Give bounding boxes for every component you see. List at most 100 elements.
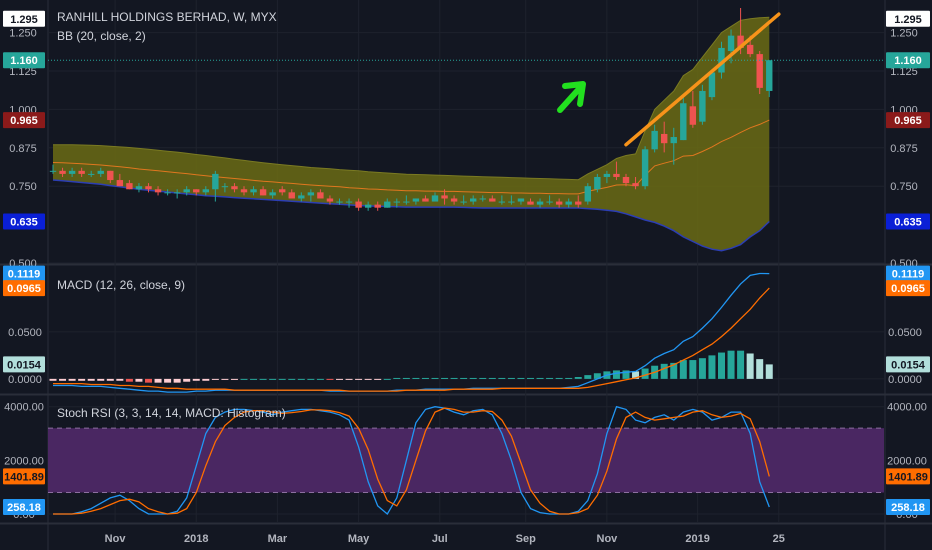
bb-lower-tag-text: 0.635	[894, 217, 922, 229]
candle-body	[470, 198, 477, 202]
candle-body	[135, 186, 143, 190]
macd-histogram-bar	[135, 378, 143, 382]
candle-body	[307, 192, 315, 196]
candle-body	[756, 54, 763, 88]
candle-body	[59, 170, 66, 174]
macd-histogram-bar	[297, 378, 305, 380]
stoch-k-value-tag-text: 258.18	[891, 502, 925, 514]
macd-histogram-bar	[412, 377, 420, 379]
macd-pane[interactable]	[49, 272, 773, 393]
histogram-value-tag-right	[886, 356, 930, 373]
candle-body	[489, 198, 496, 202]
time-axis-label: Jul	[432, 533, 448, 545]
macd-histogram-bar	[527, 377, 534, 379]
candle-body	[699, 90, 706, 122]
macd-histogram-bar	[574, 377, 582, 379]
macd-histogram-bar	[326, 378, 334, 380]
stoch-k-value-tag-right	[886, 499, 930, 516]
candle-body	[498, 201, 506, 203]
stoch-rsi-indicator-label[interactable]: Stoch RSI (3, 3, 14, 14, MACD: Histogram…	[57, 406, 286, 420]
price-high-tag-left	[3, 10, 45, 27]
stoch-d-value-tag-text: 1401.89	[888, 471, 928, 483]
macd-histogram-bar	[660, 363, 668, 379]
macd-histogram-bar	[555, 377, 563, 379]
macd-histogram-bar	[97, 378, 105, 381]
axes: 1.2951.2951.2501.2501.1251.1251.0001.000…	[3, 10, 930, 545]
macd-histogram-bar	[269, 378, 277, 380]
macd-histogram-bar	[622, 370, 630, 379]
price-high-tag-text: 1.295	[10, 14, 38, 26]
candle-body	[116, 180, 124, 187]
candle-body	[460, 201, 467, 203]
price-pane[interactable]	[48, 8, 884, 252]
macd-histogram-bar	[584, 375, 592, 379]
macd-histogram-bar	[125, 378, 133, 382]
last-price-tag-text: 1.160	[894, 55, 922, 67]
price-tick-label-right: 1.125	[890, 66, 918, 78]
stoch-rsi-pane[interactable]	[48, 405, 884, 515]
candle-body	[641, 149, 649, 187]
candle-body	[746, 44, 754, 55]
macd-value-tag-text: 0.1119	[8, 269, 40, 281]
macd-histogram-bar	[116, 378, 124, 381]
candle-body	[269, 192, 276, 196]
macd-tick-label-left: 0.0500	[8, 327, 42, 339]
stoch-d-value-tag-text: 1401.89	[4, 471, 44, 483]
macd-histogram-bar	[670, 362, 678, 379]
candle-body	[661, 133, 668, 144]
time-axis-label: 2019	[685, 533, 709, 545]
candle-body	[88, 173, 95, 175]
time-axis-label: Mar	[268, 533, 288, 545]
macd-histogram-bar	[78, 378, 86, 381]
price-tick-label-left: 0.750	[9, 181, 37, 193]
candle-body	[326, 198, 334, 202]
candle-body	[154, 189, 162, 193]
macd-histogram-bar	[507, 377, 515, 379]
candle-body	[279, 189, 286, 193]
macd-histogram-bar	[450, 377, 458, 379]
chart-title: RANHILL HOLDINGS BERHAD, W, MYX	[57, 10, 277, 24]
bb-lower-tag-left	[3, 213, 45, 230]
macd-histogram-bar	[106, 378, 114, 381]
macd-histogram-bar	[183, 378, 191, 382]
trend-line-annotation	[624, 12, 781, 147]
candle-body	[517, 198, 525, 202]
signal-value-tag-right	[886, 280, 930, 297]
candle-body	[403, 201, 410, 203]
time-axis-label: Nov	[105, 533, 127, 545]
bb-indicator-label[interactable]: BB (20, close, 2)	[57, 29, 146, 43]
candle-body	[603, 173, 611, 177]
macd-histogram-bar	[374, 378, 382, 380]
macd-histogram-bar	[689, 360, 697, 379]
stoch-k-value-tag-left	[3, 499, 45, 516]
candle-body	[422, 198, 429, 202]
histogram-value-tag-text: 0.0154	[7, 359, 42, 371]
macd-signal-line	[53, 287, 770, 392]
candle-body	[727, 35, 735, 52]
macd-histogram-bar	[641, 368, 649, 379]
candle-body	[384, 201, 391, 208]
macd-indicator-label[interactable]: MACD (12, 26, close, 9)	[57, 278, 186, 292]
bollinger-upper-line	[53, 16, 770, 181]
price-tick-label-right: 0.750	[890, 181, 918, 193]
macd-histogram-bar	[336, 378, 343, 380]
candle-body	[173, 192, 181, 194]
price-high-tag-text: 1.295	[894, 14, 922, 26]
candle-body	[431, 195, 439, 202]
bb-upper-tag-left	[3, 112, 45, 129]
candle-body	[202, 189, 209, 193]
candle-body	[212, 173, 219, 190]
macd-histogram-bar	[565, 377, 573, 379]
macd-histogram-bar	[316, 378, 324, 380]
candle-body	[250, 189, 257, 193]
bollinger-lower-line	[52, 179, 770, 252]
time-axis-label: Sep	[516, 533, 536, 545]
macd-histogram-bar	[488, 377, 496, 379]
macd-histogram-bar	[593, 373, 601, 379]
candle-body	[527, 201, 534, 205]
candle-body	[670, 137, 677, 144]
rsi-tick-label-left: 2000.00	[4, 455, 44, 467]
candle-body	[546, 201, 553, 203]
macd-histogram-bar	[536, 377, 544, 379]
